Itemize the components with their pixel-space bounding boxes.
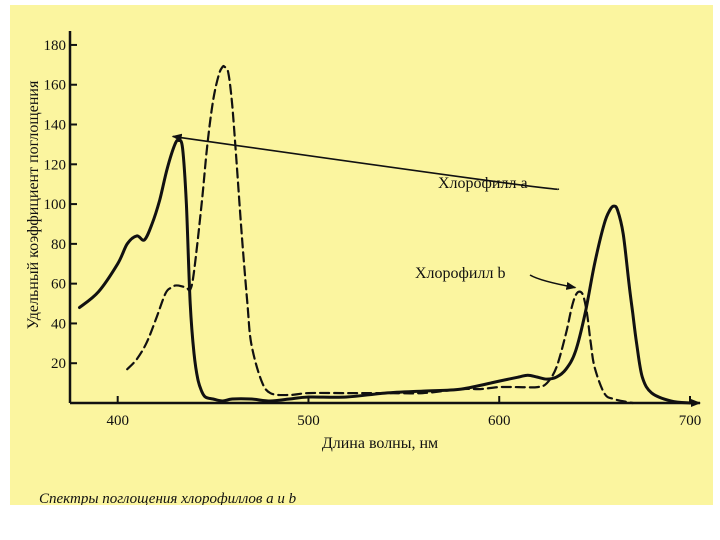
x-tick-label: 700 bbox=[679, 413, 702, 429]
x-tick-label: 400 bbox=[106, 413, 129, 429]
y-tick-label: 100 bbox=[44, 197, 67, 213]
y-axis-title: Удельный коэффициент поглощения bbox=[25, 80, 42, 329]
figure-panel: 20 40 60 80 100 120 140 160 180 400 500 600 700 Удел… bbox=[10, 5, 713, 505]
x-tick-label: 600 bbox=[488, 413, 511, 429]
series-line-chlorophyll-b bbox=[126, 64, 634, 405]
y-tick-label: 60 bbox=[51, 277, 66, 293]
absorption-spectra-chart: 20 40 60 80 100 120 140 160 180 400 500 600 700 Удел… bbox=[25, 31, 702, 505]
x-tick-label: 500 bbox=[297, 413, 320, 429]
y-tick-label: 140 bbox=[44, 118, 67, 134]
leader-arrow-chlorophyll-b bbox=[529, 274, 577, 290]
y-tick-label: 160 bbox=[44, 78, 67, 94]
series-line-chlorophyll-a bbox=[78, 138, 692, 405]
legend-label-chlorophyll-b: Хлорофилл b bbox=[415, 265, 505, 282]
y-tick-label: 120 bbox=[44, 157, 67, 173]
y-tick-label: 20 bbox=[51, 356, 66, 372]
x-axis-title: Длина волны, нм bbox=[322, 435, 438, 452]
y-tick-label: 80 bbox=[51, 237, 66, 253]
figure-caption: Спектры поглощения хлорофиллов a и b bbox=[39, 491, 297, 505]
y-tick-label: 180 bbox=[44, 38, 67, 54]
y-tick-label: 40 bbox=[51, 316, 66, 332]
leader-arrow-chlorophyll-a bbox=[171, 133, 560, 191]
legend-label-chlorophyll-a: Хлорофилл a bbox=[438, 175, 528, 192]
